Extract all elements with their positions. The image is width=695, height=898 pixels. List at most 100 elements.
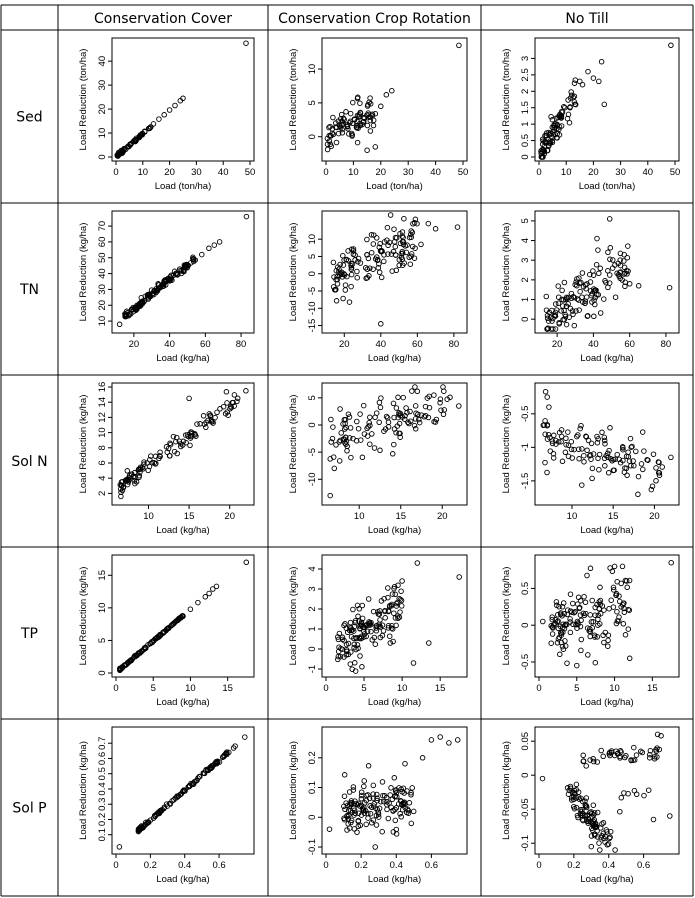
data-point <box>400 394 406 401</box>
data-point <box>597 310 604 316</box>
data-point <box>601 835 607 842</box>
data-point <box>411 422 418 429</box>
data-point <box>630 757 636 763</box>
data-point <box>585 437 592 444</box>
x-axis-label: Load (kg/ha) <box>156 525 209 536</box>
x-tick-label: 20 <box>164 167 175 178</box>
y-tick-label: 5 <box>307 254 318 259</box>
x-tick-label: 0 <box>323 860 328 871</box>
x-tick-label: 60 <box>412 339 423 350</box>
data-point <box>371 801 377 807</box>
x-tick-label: 0.6 <box>637 860 650 871</box>
y-axis-label: Load Reduction (kg/ha) <box>288 567 299 666</box>
y-tick-label: 20 <box>97 104 108 115</box>
data-point <box>342 287 349 293</box>
y-tick-label: 1 <box>520 121 531 126</box>
row-header-2: TN <box>19 282 39 298</box>
y-tick-label: -5 <box>307 287 318 295</box>
data-point <box>631 744 637 751</box>
data-point <box>386 239 393 246</box>
y-tick-label: 16 <box>97 382 108 393</box>
data-point <box>645 787 652 793</box>
data-point <box>567 591 574 597</box>
x-tick-label: 0.4 <box>178 860 191 871</box>
data-point <box>210 420 216 426</box>
x-tick-label: 40 <box>643 167 654 178</box>
data-point <box>594 439 601 446</box>
x-tick-label: 30 <box>191 167 202 178</box>
data-point <box>147 125 153 132</box>
data-point <box>612 847 618 853</box>
data-point <box>344 448 350 454</box>
data-point <box>388 625 395 631</box>
data-point <box>354 268 360 275</box>
data-point <box>346 435 353 441</box>
data-point <box>595 247 601 253</box>
data-point <box>432 226 439 232</box>
data-point <box>441 388 447 394</box>
data-point <box>601 639 607 646</box>
data-point <box>365 596 372 602</box>
data-point <box>341 654 347 660</box>
data-point <box>357 100 363 106</box>
data-point <box>333 139 340 146</box>
data-point <box>335 634 341 640</box>
data-point <box>540 618 546 625</box>
data-point <box>368 232 375 238</box>
data-point <box>381 595 387 602</box>
data-point <box>214 409 220 416</box>
data-point <box>341 772 348 778</box>
data-point <box>341 622 347 629</box>
data-point <box>591 831 598 837</box>
data-point <box>399 578 405 584</box>
data-point <box>337 653 344 660</box>
data-point <box>337 437 344 444</box>
data-point <box>129 656 135 663</box>
data-point <box>378 395 384 401</box>
data-point <box>438 407 444 413</box>
data-point <box>454 224 461 230</box>
data-point <box>163 801 170 807</box>
points <box>540 388 674 498</box>
data-point <box>551 125 557 131</box>
panel-3-1: 10 15 20 2 4 6 8 10 12 14 16 Load (kg/ha) Load Reduc… <box>78 382 255 536</box>
data-point <box>334 281 341 287</box>
data-point <box>433 416 440 423</box>
x-tick-label: 5 <box>361 683 366 694</box>
data-point <box>364 122 371 129</box>
data-point <box>623 453 630 460</box>
row-header-1: Sed <box>16 110 42 126</box>
data-point <box>561 103 567 110</box>
data-point <box>619 563 626 570</box>
data-point <box>650 451 657 457</box>
column-header-3: No Till <box>565 11 608 27</box>
data-point <box>646 755 653 761</box>
data-point <box>367 117 374 124</box>
data-point <box>340 436 347 442</box>
data-point <box>428 737 435 743</box>
plot-frame <box>534 210 680 334</box>
data-point <box>385 251 391 257</box>
data-point <box>337 406 343 412</box>
data-point <box>210 586 216 592</box>
data-point <box>335 656 341 663</box>
y-axis-label: Load Reduction (ton/ha) <box>78 49 89 151</box>
data-point <box>373 254 380 260</box>
y-tick-label: 0 <box>307 271 318 276</box>
data-point <box>538 148 544 154</box>
data-point <box>370 266 376 272</box>
data-point <box>582 802 589 808</box>
data-point <box>345 411 352 417</box>
plot-frame <box>111 382 255 506</box>
x-tick-label: 20 <box>376 167 387 178</box>
data-point <box>381 252 387 258</box>
data-point <box>574 618 581 625</box>
x-tick-label: 10 <box>567 511 578 522</box>
data-point <box>344 812 350 819</box>
data-point <box>647 751 653 758</box>
data-point <box>571 294 578 301</box>
data-point <box>378 103 384 110</box>
data-point <box>651 756 658 762</box>
data-point <box>361 778 367 784</box>
